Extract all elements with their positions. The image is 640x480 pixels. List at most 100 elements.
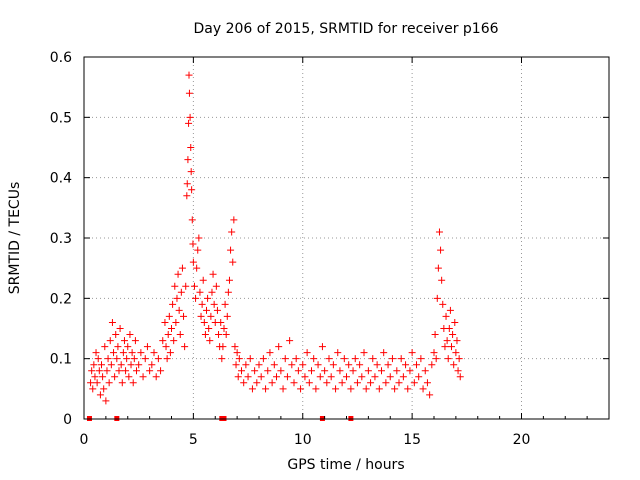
data-point xyxy=(332,385,340,393)
data-point xyxy=(118,379,126,387)
data-point xyxy=(103,367,111,375)
data-point xyxy=(358,373,366,381)
data-point xyxy=(433,294,441,302)
data-point xyxy=(242,361,250,369)
data-point xyxy=(231,343,239,351)
data-point xyxy=(229,258,237,266)
data-point xyxy=(262,385,270,393)
data-point xyxy=(238,367,245,375)
data-point xyxy=(146,367,154,375)
data-point xyxy=(286,337,294,345)
y-tick-label: 0.3 xyxy=(50,231,72,247)
data-point xyxy=(384,361,392,369)
data-point xyxy=(371,373,379,381)
data-point xyxy=(449,331,457,339)
x-tick-label: 10 xyxy=(294,432,312,448)
data-point xyxy=(453,337,461,345)
data-point xyxy=(413,361,420,369)
data-point xyxy=(325,355,333,363)
data-point xyxy=(198,300,206,308)
data-point xyxy=(375,385,383,393)
data-point xyxy=(232,361,240,369)
data-point xyxy=(299,361,307,369)
data-point xyxy=(327,373,335,381)
data-point xyxy=(122,367,130,375)
data-point xyxy=(235,355,243,363)
data-point xyxy=(161,318,169,326)
data-point xyxy=(446,306,454,314)
data-point xyxy=(100,385,108,393)
data-point xyxy=(275,343,283,351)
data-point xyxy=(172,318,180,326)
data-point xyxy=(435,228,443,236)
data-point xyxy=(115,367,123,375)
data-point xyxy=(248,385,256,393)
data-point xyxy=(184,156,192,164)
data-point xyxy=(343,373,350,381)
data-point xyxy=(266,349,274,357)
data-point xyxy=(314,361,322,369)
data-point xyxy=(234,373,242,381)
data-point xyxy=(228,228,236,236)
data-point xyxy=(165,312,173,320)
data-point xyxy=(281,355,289,363)
data-point xyxy=(442,312,450,320)
data-point xyxy=(305,379,313,387)
data-point xyxy=(290,379,298,387)
data-point xyxy=(163,355,171,363)
data-point xyxy=(445,325,453,332)
data-point xyxy=(308,367,315,375)
data-point xyxy=(120,337,128,345)
data-point xyxy=(166,349,174,357)
data-point xyxy=(113,355,121,363)
data-point xyxy=(251,367,259,375)
y-axis-label: SRMTID / TECUs xyxy=(7,182,23,295)
data-point xyxy=(246,355,254,363)
axis-ticks: 0 0.1 0.2 0.3 0.4 0.5 0.6 0 5 10 15 20 xyxy=(50,50,609,448)
data-point xyxy=(182,282,190,290)
data-point xyxy=(410,379,418,387)
data-point xyxy=(399,373,407,381)
data-point xyxy=(437,246,445,254)
data-point xyxy=(353,379,361,387)
data-point xyxy=(177,288,185,296)
data-point xyxy=(174,270,182,278)
data-point xyxy=(421,367,429,375)
data-point xyxy=(277,367,285,375)
x-tick-label: 5 xyxy=(189,432,198,448)
data-point xyxy=(185,71,193,79)
data-point xyxy=(223,312,231,320)
data-point xyxy=(168,325,175,332)
data-point xyxy=(454,367,462,375)
data-point xyxy=(183,180,191,188)
data-point xyxy=(114,343,122,351)
y-tick-label: 0.1 xyxy=(50,352,72,368)
data-point xyxy=(321,367,329,375)
data-point xyxy=(451,318,459,326)
data-point xyxy=(117,361,125,369)
data-point xyxy=(340,355,348,363)
data-point xyxy=(175,306,183,314)
data-point xyxy=(456,373,464,381)
data-point xyxy=(255,361,263,369)
data-point xyxy=(143,343,151,351)
data-point xyxy=(204,294,212,302)
data-point xyxy=(110,349,118,357)
data-point xyxy=(87,379,95,387)
data-point xyxy=(388,355,396,363)
data-point xyxy=(90,361,98,369)
data-point xyxy=(187,144,195,151)
data-point xyxy=(240,379,248,387)
data-point xyxy=(395,379,403,387)
data-point xyxy=(213,306,221,314)
data-point xyxy=(432,355,440,363)
data-point xyxy=(364,367,372,375)
data-point xyxy=(438,276,446,284)
data-point xyxy=(169,300,177,308)
data-point xyxy=(170,337,178,345)
data-point xyxy=(98,361,105,369)
data-point xyxy=(133,367,140,375)
data-point xyxy=(104,355,112,363)
data-point xyxy=(268,379,276,387)
